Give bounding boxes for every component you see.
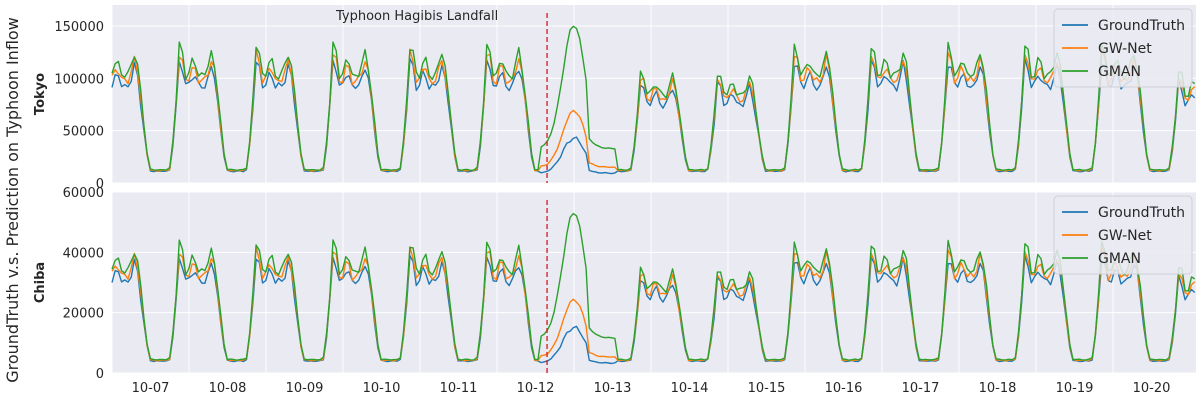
x-tick-label: 10-17 (902, 381, 940, 396)
legend-label: GW-Net (1098, 228, 1152, 244)
y-tick-label: 50000 (63, 125, 104, 140)
legend: GroundTruth GW-Net GMAN (1053, 8, 1193, 88)
series-line-gw-net (111, 245, 1196, 362)
legend-box (1053, 8, 1193, 88)
y-tick-label: 0 (96, 367, 104, 382)
x-tick-label: 10-11 (440, 381, 478, 396)
y-tick-label: 0 (96, 177, 104, 192)
x-tick-label: 10-12 (517, 381, 555, 396)
tokyo-panel: 0 50000 100000 150000 Tokyo Typhoon Hagibis L… (33, 5, 1196, 192)
x-tick-label: 10-09 (286, 381, 324, 396)
x-tick-label: 10-14 (671, 381, 709, 396)
series-line-gman (111, 25, 1196, 172)
x-tick-label: 10-08 (209, 381, 247, 396)
typhoon-annotation: Typhoon Hagibis Landfall (335, 9, 498, 24)
figure-ylabel: GroundTruth v.s. Prediction on Typhoon I… (3, 17, 22, 383)
legend-label: GroundTruth (1098, 18, 1185, 34)
legend-label: GMAN (1098, 64, 1141, 80)
y-tick-label: 60000 (63, 186, 104, 201)
x-tick-label: 10-15 (748, 381, 786, 396)
legend-label: GroundTruth (1098, 205, 1185, 221)
legend-box (1053, 195, 1193, 275)
x-tick-label: 10-07 (132, 381, 170, 396)
series-line-gman (111, 212, 1196, 361)
y-tick-label: 150000 (54, 20, 104, 35)
x-tick-label: 10-18 (979, 381, 1017, 396)
x-tick-label: 10-13 (594, 381, 632, 396)
legend: GroundTruth GW-Net GMAN (1053, 195, 1193, 275)
series-line-gw-net (111, 48, 1196, 172)
plot-background (112, 5, 1196, 183)
x-tick-label: 10-16 (825, 381, 863, 396)
x-tick-label: 10-10 (363, 381, 401, 396)
chiba-panel: 0 20000 40000 60000 Chiba GroundTruth GW-Net GM… (33, 186, 1196, 396)
y-tick-label: 20000 (63, 307, 104, 322)
panel-label: Chiba (33, 262, 48, 303)
y-tick-label: 100000 (54, 72, 104, 87)
y-tick-label: 40000 (63, 246, 104, 261)
x-tick-label: 10-19 (1056, 381, 1094, 396)
legend-label: GW-Net (1098, 41, 1152, 57)
legend-label: GMAN (1098, 251, 1141, 267)
x-tick-label: 10-20 (1133, 381, 1171, 396)
panel-label: Tokyo (33, 73, 48, 115)
